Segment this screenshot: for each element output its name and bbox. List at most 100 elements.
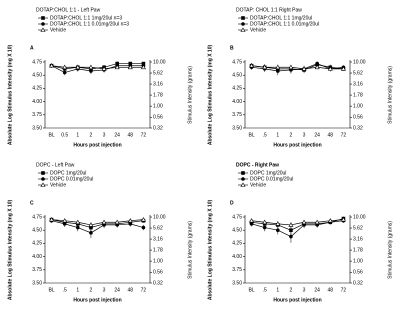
x-tick-label: 48 <box>328 287 334 293</box>
y2-tick-label: 1.00 <box>353 258 363 264</box>
y2-tick-label: 10.00 <box>353 214 366 220</box>
y2-tick-label: 3.16 <box>153 81 163 87</box>
x-tick-label: .5 <box>63 287 67 293</box>
marker <box>241 22 245 26</box>
marker <box>62 64 68 70</box>
marker <box>75 64 81 70</box>
marker <box>140 64 146 70</box>
y-tick-label: 4.50 <box>232 228 242 234</box>
marker <box>340 66 346 71</box>
x-tick-label: 2 <box>90 287 93 293</box>
y2-tick-label: 1.78 <box>353 247 363 253</box>
marker <box>327 66 333 71</box>
marker <box>140 217 146 222</box>
panel-letter: B <box>230 45 234 51</box>
y2-axis-label: Stimulus Intensity (grams) <box>387 66 393 124</box>
x-axis-label: Hours post injection <box>73 142 121 148</box>
y-tick-label: 4.75 <box>32 214 42 220</box>
marker <box>327 218 333 223</box>
y-tick-label: 3.50 <box>232 125 242 131</box>
marker <box>89 231 93 235</box>
y2-tick-label: 0.56 <box>153 270 163 276</box>
x-tick-label: 48 <box>128 132 134 138</box>
legend-label: Vehicle <box>50 182 66 188</box>
y2-tick-label: 5.62 <box>153 70 163 76</box>
x-tick-label: 48 <box>128 287 134 293</box>
y2-tick-label: 0.56 <box>353 115 363 121</box>
y-tick-label: 4.50 <box>32 228 42 234</box>
marker <box>101 66 107 71</box>
y2-tick-label: 10.00 <box>153 214 166 220</box>
marker <box>41 177 45 181</box>
marker <box>276 69 280 73</box>
y-tick-label: 3.50 <box>32 125 42 131</box>
marker <box>75 219 81 225</box>
marker <box>314 219 320 225</box>
legend-label: DOTAP:CHOL 1:1 1mg/20ul <box>250 15 312 21</box>
y2-tick-label: 1.78 <box>353 92 363 98</box>
x-tick-label: 1 <box>276 132 279 138</box>
series-line <box>251 219 344 226</box>
y-tick-label: 4.25 <box>232 241 242 247</box>
marker <box>288 222 294 227</box>
marker <box>262 225 267 230</box>
y2-tick-label: 1.00 <box>153 258 163 264</box>
marker <box>262 64 268 70</box>
y-tick-label: 4.50 <box>32 73 42 79</box>
marker <box>76 225 80 230</box>
x-tick-label: .5 <box>263 132 267 138</box>
legend-label: Vehicle <box>250 27 266 33</box>
marker <box>288 64 294 70</box>
marker <box>241 177 245 181</box>
y-tick-label: 3.75 <box>232 112 242 118</box>
marker <box>41 22 45 26</box>
chart-title: DOPC - Left Paw <box>36 162 75 168</box>
x-axis-label: Hours post injection <box>273 297 321 303</box>
marker <box>301 66 307 71</box>
y-tick-label: 3.75 <box>232 267 242 273</box>
y-tick-label: 4.00 <box>32 99 42 105</box>
marker <box>49 63 55 68</box>
marker <box>40 27 46 32</box>
y2-tick-label: 5.62 <box>153 225 163 231</box>
marker <box>315 61 319 66</box>
x-tick-label: 3 <box>103 287 106 293</box>
chart-title: DOTAP:CHOL 1:1 - Left Paw <box>36 7 101 13</box>
y2-tick-label: 1.00 <box>153 103 163 109</box>
x-tick-label: 72 <box>341 287 347 293</box>
marker <box>249 218 255 223</box>
marker <box>114 219 120 225</box>
marker <box>62 70 67 75</box>
marker <box>62 222 67 226</box>
x-tick-label: 3 <box>303 287 306 293</box>
legend-label: DOTAP:CHOL 1:1 1mg/20ul n=3 <box>50 15 122 21</box>
y2-tick-label: 1.78 <box>153 92 163 98</box>
y-tick-label: 4.75 <box>232 214 242 220</box>
y-tick-label: 4.25 <box>32 86 42 92</box>
y-axis-label: Absolute Log Stimulus Intensity (mg X 10… <box>207 200 213 301</box>
y-axis-label: Absolute Log Stimulus Intensity (mg X 10… <box>7 45 13 146</box>
marker <box>249 222 254 226</box>
legend-label: DOTAP:CHOL 1:1 0.01mg/20ul <box>250 21 319 27</box>
x-tick-label: 3 <box>303 132 306 138</box>
legend-label: Vehicle <box>50 27 66 33</box>
x-tick-label: 3 <box>103 132 106 138</box>
x-tick-label: BL <box>49 132 55 138</box>
y-axis-label: Absolute Log Stimulus Intensity (mg X 10… <box>207 45 213 146</box>
y2-tick-label: 5.62 <box>353 225 363 231</box>
panel-letter: C <box>30 200 34 206</box>
marker <box>62 218 68 223</box>
y-tick-label: 3.75 <box>32 267 42 273</box>
y2-tick-label: 3.16 <box>353 81 363 87</box>
marker <box>141 225 146 230</box>
marker <box>49 217 55 222</box>
marker <box>314 64 320 70</box>
marker <box>114 64 120 70</box>
legend-label: DOPC 0.01mg/20ul <box>250 176 293 182</box>
x-tick-label: 24 <box>114 132 120 138</box>
chart-title: DOTAP: CHOL 1:1 Right Paw <box>236 7 302 13</box>
x-axis-label: Hours post injection <box>73 297 121 303</box>
x-tick-label: .5 <box>263 287 267 293</box>
